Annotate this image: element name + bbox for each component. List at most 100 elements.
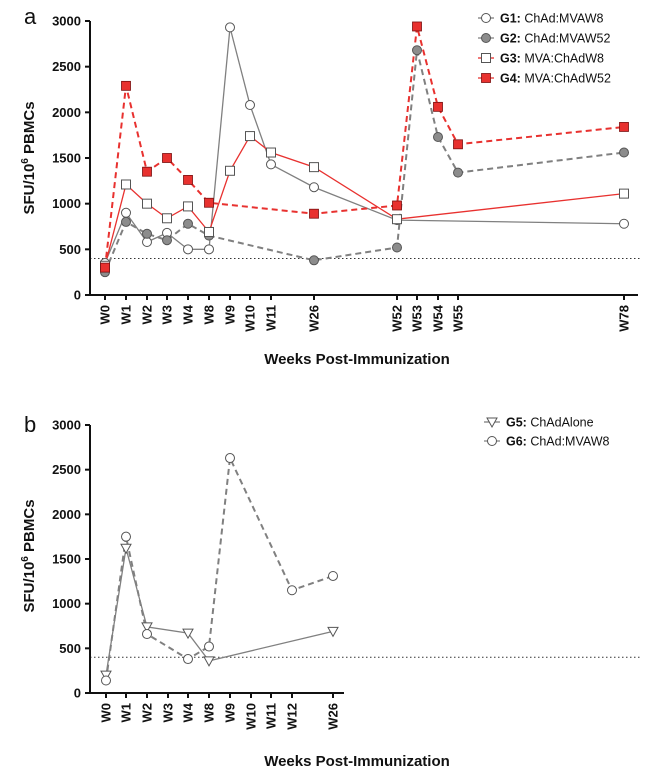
x-tick-label: W78: [617, 305, 632, 332]
data-point: [309, 255, 319, 266]
x-axis-title: Weeks Post-Immunization: [264, 351, 450, 368]
x-tick-label: W10: [243, 305, 258, 332]
data-point: [142, 237, 152, 248]
data-point: [162, 153, 172, 163]
legend-entry-g6: G6: ChAd:MVAW8: [506, 435, 610, 449]
data-point: [182, 628, 194, 640]
x-tick-label: W8: [202, 305, 217, 325]
data-point: [183, 654, 193, 665]
data-point: [266, 147, 276, 158]
data-point: [245, 131, 255, 142]
x-tick-label: W9: [223, 703, 238, 723]
data-point: [433, 131, 443, 142]
data-point: [225, 22, 235, 33]
x-tick-label: W26: [326, 703, 341, 730]
series-points-g2: [100, 45, 629, 278]
y-tick-label: 1000: [52, 596, 81, 611]
y-tick-label: 2500: [52, 462, 81, 477]
data-point: [121, 80, 131, 91]
data-point: [183, 175, 193, 185]
x-tick-label: W54: [431, 304, 446, 332]
data-point: [162, 213, 172, 224]
data-point: [481, 53, 491, 63]
legend-label: ChAd:MVAW8: [527, 435, 610, 449]
y-axis-title: SFU/106 PBMCs: [20, 499, 38, 612]
data-point: [453, 167, 463, 178]
x-tick-label: W11: [264, 305, 279, 331]
data-point: [309, 208, 319, 219]
y-tick-label: 1500: [52, 151, 81, 166]
data-point: [392, 200, 402, 211]
x-tick-label: W9: [223, 305, 238, 325]
y-tick-label: 2000: [52, 507, 81, 522]
data-point: [487, 436, 497, 446]
legend-entry-g4: G4: MVA:ChAdW52: [500, 72, 611, 86]
data-point: [101, 675, 111, 686]
data-point: [204, 244, 214, 255]
legend-entry-g1: G1: ChAd:MVAW8: [500, 12, 604, 26]
x-tick-label: W0: [98, 305, 113, 325]
data-point: [142, 629, 152, 640]
panel-letter: b: [24, 412, 36, 437]
y-axis-title: SFU/106 PBMCs: [20, 101, 38, 214]
legend-label: MVA:ChAdW8: [521, 52, 604, 66]
series-points-g3: [100, 131, 629, 271]
x-tick-label: W12: [285, 703, 300, 730]
x-tick-label: W8: [202, 703, 217, 723]
legend-entry-g2: G2: ChAd:MVAW52: [500, 32, 611, 46]
data-point: [183, 218, 193, 229]
x-tick-label: W2: [140, 703, 155, 723]
y-tick-label: 500: [59, 242, 81, 257]
data-point: [309, 182, 319, 193]
y-axis-title-main: SFU/10: [21, 562, 38, 613]
data-point: [142, 166, 152, 177]
data-point: [619, 218, 629, 229]
legend-label: ChAdAlone: [527, 416, 594, 430]
data-point: [142, 228, 152, 239]
data-point: [204, 641, 214, 652]
series-line-g3: [104, 135, 625, 266]
series-line-g5: [105, 548, 334, 676]
x-tick-label: W4: [181, 702, 196, 722]
x-tick-label: W1: [119, 305, 134, 325]
data-point: [225, 453, 235, 464]
data-point: [204, 226, 214, 237]
data-point: [183, 244, 193, 255]
panel-letter: a: [24, 4, 37, 29]
data-point: [121, 207, 131, 218]
y-tick-label: 1000: [52, 196, 81, 211]
data-point: [481, 33, 491, 43]
data-point: [392, 214, 402, 225]
x-tick-label: W4: [181, 304, 196, 324]
x-tick-label: W1: [119, 703, 134, 723]
x-tick-label: W52: [390, 305, 405, 332]
x-tick-label: W26: [307, 305, 322, 332]
x-tick-label: W53: [410, 305, 425, 332]
y-axis-title-superscript: 6: [20, 158, 31, 164]
legend-key: G2:: [500, 32, 521, 46]
data-point: [204, 197, 214, 208]
series-points-g6: [101, 453, 338, 686]
x-tick-label: W55: [451, 305, 466, 332]
y-tick-label: 3000: [52, 418, 81, 433]
x-axis-title: Weeks Post-Immunization: [264, 753, 450, 770]
data-point: [486, 417, 498, 429]
data-point: [619, 147, 629, 158]
series-points-g4: [100, 21, 629, 273]
data-point: [141, 622, 153, 633]
legend-key: G4:: [500, 72, 521, 86]
data-point: [481, 73, 491, 83]
legend-label: ChAd:MVAW8: [521, 12, 604, 26]
x-tick-label: W10: [244, 703, 259, 730]
y-axis-title-superscript: 6: [20, 556, 31, 562]
data-point: [121, 531, 131, 542]
data-point: [142, 198, 152, 209]
y-tick-label: 0: [74, 686, 81, 701]
data-point: [433, 101, 443, 112]
data-point: [412, 45, 422, 56]
data-point: [327, 626, 339, 638]
